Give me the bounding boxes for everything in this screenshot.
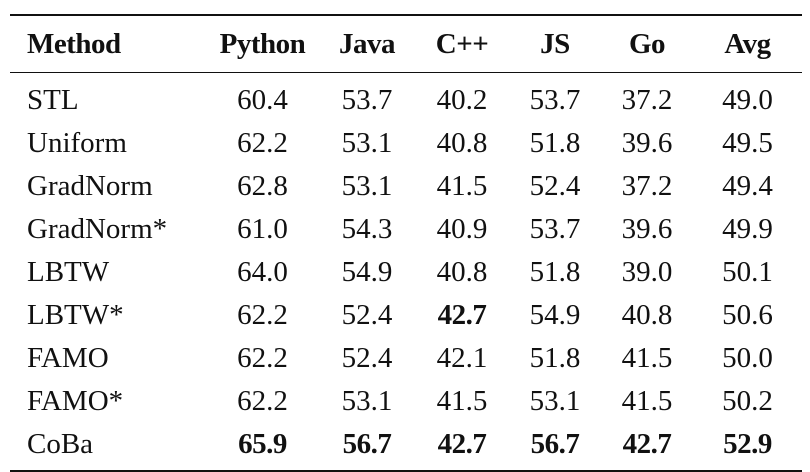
value-cell: 56.7 <box>530 428 580 460</box>
value-cell: 41.5 <box>621 342 673 374</box>
results-table-container: Method Python Java C++ JS Go Avg STL 60.… <box>10 14 802 472</box>
table-row: LBTW 64.0 54.9 40.8 51.8 39.0 50.1 <box>10 251 802 294</box>
method-cell: FAMO* <box>27 385 124 417</box>
value-cell: 62.2 <box>237 299 288 331</box>
value-cell: 42.1 <box>436 342 488 374</box>
header-avg: Avg <box>724 27 771 60</box>
table-row: CoBa 65.9 56.7 42.7 56.7 42.7 52.9 <box>10 423 802 471</box>
header-js: JS <box>540 27 570 60</box>
header-row: Method Python Java C++ JS Go Avg <box>10 15 802 73</box>
table-row: STL 60.4 53.7 40.2 53.7 37.2 49.0 <box>10 73 802 123</box>
table-row: GradNorm* 61.0 54.3 40.9 53.7 39.6 49.9 <box>10 208 802 251</box>
value-cell: 51.8 <box>529 342 581 374</box>
value-cell: 49.0 <box>722 84 773 116</box>
value-cell: 60.4 <box>237 84 288 116</box>
value-cell: 53.1 <box>341 127 393 159</box>
header-cpp: C++ <box>435 27 489 60</box>
value-cell: 53.1 <box>529 385 581 417</box>
value-cell: 42.7 <box>437 428 487 460</box>
value-cell: 64.0 <box>237 256 288 288</box>
method-cell: LBTW <box>27 256 110 288</box>
value-cell: 41.5 <box>436 385 488 417</box>
value-cell: 52.4 <box>529 170 581 202</box>
value-cell: 65.9 <box>238 428 287 460</box>
value-cell: 52.4 <box>341 342 393 374</box>
table-row: GradNorm 62.8 53.1 41.5 52.4 37.2 49.4 <box>10 165 802 208</box>
value-cell: 50.0 <box>722 342 773 374</box>
method-cell: GradNorm <box>27 170 153 202</box>
value-cell: 50.2 <box>722 385 773 417</box>
value-cell: 40.8 <box>621 299 673 331</box>
value-cell: 53.7 <box>529 84 581 116</box>
table-row: Uniform 62.2 53.1 40.8 51.8 39.6 49.5 <box>10 122 802 165</box>
value-cell: 53.1 <box>341 385 393 417</box>
method-cell: GradNorm* <box>27 213 168 245</box>
value-cell: 52.9 <box>723 428 772 460</box>
table-row: FAMO* 62.2 53.1 41.5 53.1 41.5 50.2 <box>10 380 802 423</box>
value-cell: 50.1 <box>722 256 773 288</box>
value-cell: 62.2 <box>237 385 288 417</box>
value-cell: 40.8 <box>436 256 488 288</box>
value-cell: 54.3 <box>341 213 393 245</box>
table-header: Method Python Java C++ JS Go Avg <box>10 15 802 73</box>
table-body: STL 60.4 53.7 40.2 53.7 37.2 49.0 Unifor… <box>10 73 802 471</box>
value-cell: 41.5 <box>621 385 673 417</box>
value-cell: 62.2 <box>237 342 288 374</box>
value-cell: 50.6 <box>722 299 773 331</box>
table-row: LBTW* 62.2 52.4 42.7 54.9 40.8 50.6 <box>10 294 802 337</box>
table-row: FAMO 62.2 52.4 42.1 51.8 41.5 50.0 <box>10 337 802 380</box>
value-cell: 37.2 <box>621 84 673 116</box>
value-cell: 39.0 <box>621 256 673 288</box>
value-cell: 40.2 <box>436 84 488 116</box>
value-cell: 51.8 <box>529 256 581 288</box>
value-cell: 56.7 <box>342 428 392 460</box>
value-cell: 49.5 <box>722 127 773 159</box>
value-cell: 42.7 <box>437 299 487 331</box>
header-method: Method <box>27 27 121 60</box>
results-table: Method Python Java C++ JS Go Avg STL 60.… <box>10 14 802 472</box>
header-java: Java <box>339 27 396 60</box>
value-cell: 40.8 <box>436 127 488 159</box>
value-cell: 61.0 <box>237 213 288 245</box>
method-cell: FAMO <box>27 342 109 374</box>
value-cell: 37.2 <box>621 170 673 202</box>
value-cell: 53.1 <box>341 170 393 202</box>
value-cell: 49.4 <box>722 170 773 202</box>
value-cell: 42.7 <box>622 428 672 460</box>
value-cell: 41.5 <box>436 170 488 202</box>
value-cell: 62.8 <box>237 170 288 202</box>
value-cell: 40.9 <box>436 213 488 245</box>
value-cell: 39.6 <box>621 213 673 245</box>
method-cell: LBTW* <box>27 299 124 331</box>
value-cell: 39.6 <box>621 127 673 159</box>
value-cell: 52.4 <box>341 299 393 331</box>
value-cell: 54.9 <box>341 256 393 288</box>
value-cell: 53.7 <box>529 213 581 245</box>
value-cell: 54.9 <box>529 299 581 331</box>
value-cell: 53.7 <box>341 84 393 116</box>
value-cell: 49.9 <box>722 213 773 245</box>
header-python: Python <box>219 27 306 60</box>
value-cell: 51.8 <box>529 127 581 159</box>
method-cell: STL <box>27 84 79 116</box>
value-cell: 62.2 <box>237 127 288 159</box>
method-cell: Uniform <box>27 127 127 159</box>
header-go: Go <box>628 27 666 60</box>
method-cell: CoBa <box>27 428 94 460</box>
